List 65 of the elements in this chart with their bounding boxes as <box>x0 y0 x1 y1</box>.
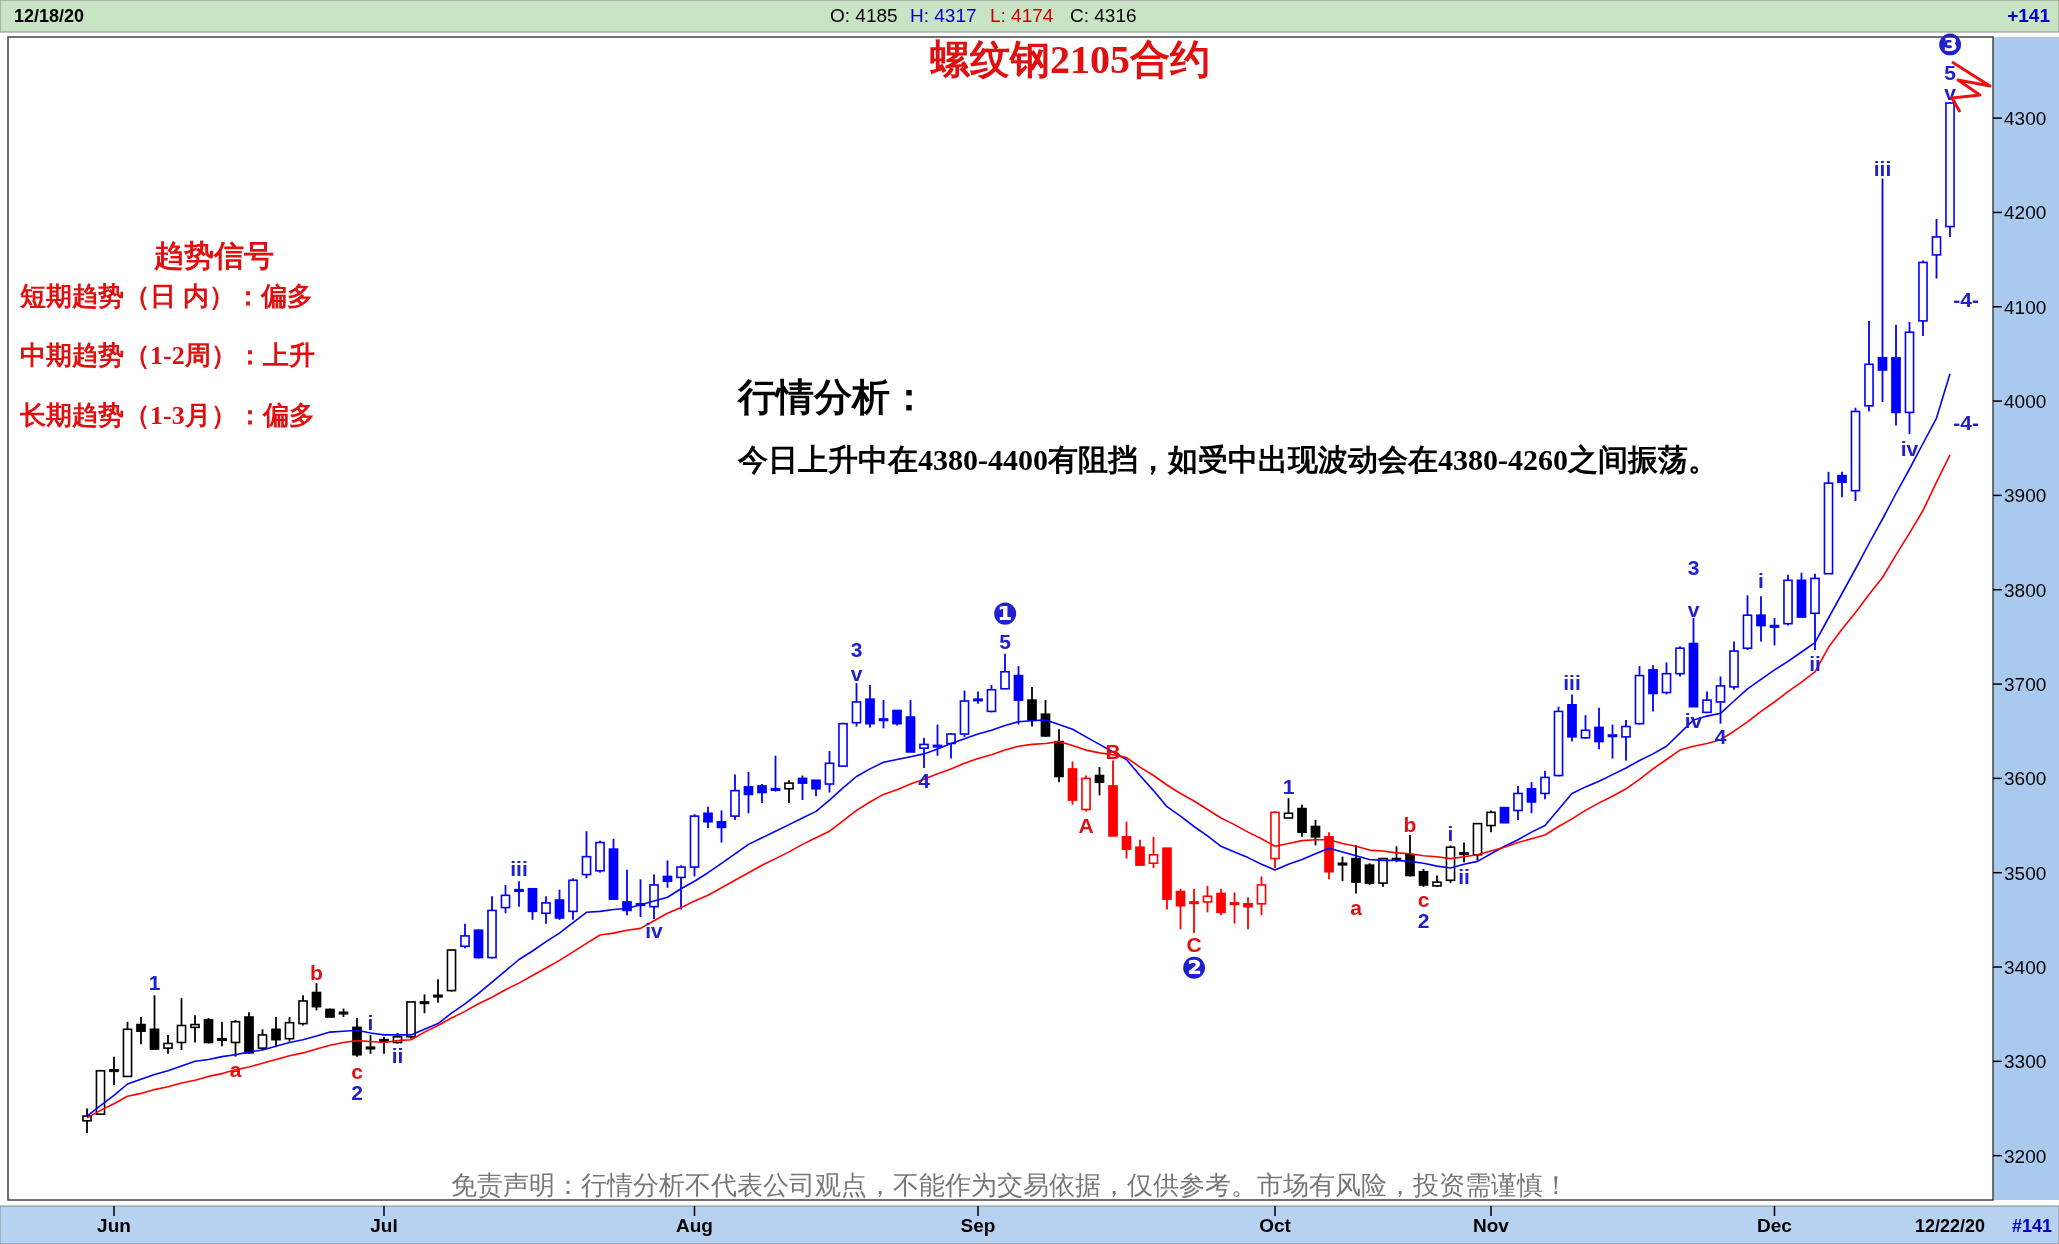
annotation: iv <box>1900 437 1919 461</box>
y-tick-label: 3700 <box>2004 674 2047 696</box>
annotation: -4- <box>1953 410 1980 434</box>
annotation: ii <box>1458 865 1470 889</box>
text: C: 4316 <box>1070 5 1137 26</box>
annotation: C <box>1186 933 1202 957</box>
x-tick-label: Oct <box>1259 1215 1292 1236</box>
annotation: iii <box>1563 671 1581 695</box>
annotation: v <box>1687 597 1700 621</box>
text: +141 <box>2007 5 2051 26</box>
y-tick-label: 3600 <box>2004 768 2047 790</box>
annotation: i <box>1447 822 1454 846</box>
annotation: b <box>310 960 323 984</box>
annotation: A <box>1078 813 1094 837</box>
annotation: 今日上升中在4380-4400有阻挡，如受中出现波动会在4380-4260之间振荡。 <box>737 443 1718 476</box>
y-tick-label: 4300 <box>2004 108 2047 130</box>
text: H: 4317 <box>910 5 977 26</box>
annotation: b <box>1403 812 1417 836</box>
annotation: i <box>1758 569 1764 593</box>
annotation: v <box>850 661 863 685</box>
annotation: iii <box>510 856 528 880</box>
text: #141 <box>2011 1216 2052 1236</box>
annotation: 1 <box>148 971 161 995</box>
text: 12/22/20 <box>1914 1216 1986 1236</box>
annotation: i <box>367 1010 374 1034</box>
annotation: ii <box>391 1043 404 1067</box>
annotation: c <box>351 1059 364 1083</box>
text: L: 4174 <box>990 5 1054 26</box>
annotation: 3 <box>850 638 863 662</box>
y-tick-label: 4000 <box>2004 391 2047 413</box>
x-tick-label: Jun <box>97 1215 131 1236</box>
text: O: 4185 <box>830 5 898 26</box>
y-tick-label: 4200 <box>2004 202 2047 224</box>
x-tick-label: Nov <box>1473 1215 1510 1236</box>
annotation: 短期趋势（日 内）：偏多 <box>19 282 313 311</box>
x-tick-label: Sep <box>960 1215 996 1236</box>
annotation: a <box>1350 895 1363 919</box>
annotation: 1 <box>1282 774 1295 798</box>
annotation: -4- <box>1953 288 1980 312</box>
y-tick-label: 3400 <box>2004 957 2047 979</box>
y-tick-label: 3200 <box>2004 1145 2047 1167</box>
text: 12/18/20 <box>14 6 85 26</box>
annotation: 免责声明：行情分析不代表公司观点，不能作为交易依据，仅供参考。市场有风险，投资需谨慎！ <box>451 1171 1569 1200</box>
annotation: 5 <box>999 629 1012 653</box>
chart-title: 螺纹钢2105合约 <box>929 37 1210 82</box>
annotation: 长期趋势（1-3月）：偏多 <box>19 401 315 430</box>
annotation: 中期趋势（1-2周）：上升 <box>20 341 315 370</box>
y-tick-label: 3900 <box>2004 485 2047 507</box>
x-tick-label: Dec <box>1757 1215 1793 1236</box>
annotation: ii <box>1809 652 1821 676</box>
annotation: iv <box>645 919 664 943</box>
annotation: 行情分析： <box>736 376 928 418</box>
y-tick-label: 4100 <box>2004 296 2047 318</box>
y-tick-label: 3500 <box>2004 862 2047 884</box>
x-tick-label: Jul <box>370 1215 398 1236</box>
y-tick-label: 3800 <box>2004 579 2047 601</box>
annotation: iii <box>1873 157 1892 181</box>
annotation: 趋势信号 <box>153 239 274 272</box>
annotation: 2 <box>351 1080 363 1104</box>
annotation: 3 <box>1687 556 1700 580</box>
annotation: 5 <box>1944 60 1957 84</box>
annotation: ❶ <box>992 597 1018 631</box>
x-tick-label: Aug <box>676 1215 713 1236</box>
y-tick-label: 3300 <box>2004 1051 2047 1073</box>
annotation: ❸ <box>1937 28 1963 62</box>
